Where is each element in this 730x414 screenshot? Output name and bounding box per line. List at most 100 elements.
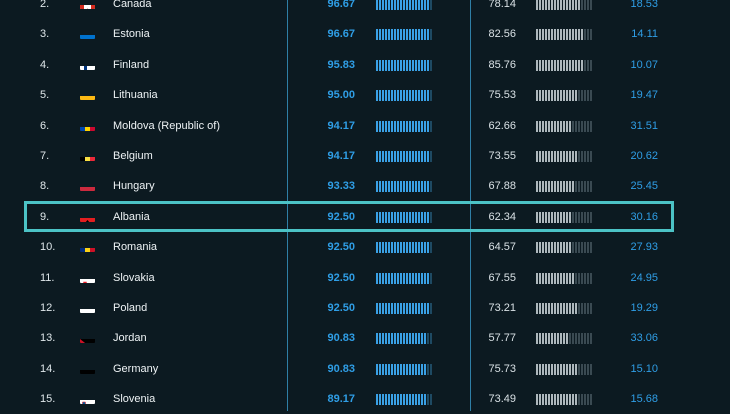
table-row[interactable]: 5. Lithuania 95.00 75.53 19.47 [0,80,730,110]
table-row[interactable]: 6. Moldova (Republic of) 94.17 62.66 31.51 [0,111,730,141]
bar-segment [397,90,399,102]
bar-segment [545,120,547,132]
germany-flag-icon [80,363,95,374]
bar-segment [542,181,544,193]
bar-segment [388,181,390,193]
bar-segment [545,394,547,406]
bar-segment [575,0,577,10]
bar-segment [376,59,378,71]
bar-segment [539,151,541,162]
bar-segment [376,120,378,132]
table-row[interactable]: 13. Jordan 90.83 57.77 33.06 [0,323,730,353]
table-row[interactable]: 8. Hungary 93.33 67.88 25.45 [0,171,730,201]
secondary-score-bar [536,394,592,406]
bar-segment [548,0,550,10]
bar-segment [563,394,565,406]
bar-segment [566,394,568,406]
bar-segment [409,59,411,71]
bar-segment [412,90,414,102]
table-row[interactable]: 7. Belgium 94.17 73.55 20.62 [0,141,730,171]
bar-segment [424,303,426,314]
bar-segment [424,242,426,254]
bar-segment [563,363,565,375]
bar-segment [536,333,538,345]
bar-segment [545,333,547,345]
bar-segment [424,151,426,162]
bar-segment [575,120,577,132]
bar-segment [406,211,408,223]
bar-segment [427,272,429,284]
bar-segment [557,394,559,406]
bar-segment [551,0,553,10]
score-bar [376,394,432,406]
gap-value: 15.68 [630,393,658,406]
bar-segment [403,59,405,71]
bar-segment [406,272,408,284]
belgium-flag-icon [80,150,95,161]
score-bar [376,303,432,314]
bar-segment [542,151,544,162]
table-row[interactable]: 12. Poland 92.50 73.21 19.29 [0,293,730,323]
bar-segment [581,394,583,406]
bar-segment [536,242,538,254]
bar-segment [563,272,565,284]
bar-segment [548,90,550,102]
bar-segment [427,59,429,71]
table-row[interactable]: 2. Canada 96.67 78.14 18.53 [0,0,730,19]
bar-segment [572,303,574,314]
gap-value: 31.51 [630,119,658,132]
bar-segment [590,242,592,254]
table-row[interactable]: 3. Estonia 96.67 82.56 14.11 [0,19,730,49]
bar-segment [388,272,390,284]
bar-segment [563,303,565,314]
bar-segment [424,59,426,71]
bar-segment [578,29,580,41]
bar-segment [542,211,544,223]
bar-segment [415,363,417,375]
table-row[interactable]: 14. Germany 90.83 75.73 15.10 [0,354,730,384]
rank-label: 8. [40,180,50,193]
bar-segment [427,363,429,375]
bar-segment [554,333,556,345]
score-value: 94.17 [327,119,355,132]
bar-segment [557,211,559,223]
bar-segment [424,333,426,345]
bar-segment [545,363,547,375]
bar-segment [563,59,565,71]
bar-segment [539,181,541,193]
bar-segment [403,272,405,284]
table-row[interactable]: 15. Slovenia 89.17 73.49 15.68 [0,384,730,414]
bar-segment [421,120,423,132]
bar-segment [545,242,547,254]
bar-segment [551,151,553,162]
bar-segment [584,151,586,162]
bar-segment [560,151,562,162]
bar-segment [563,90,565,102]
bar-segment [379,333,381,345]
bar-segment [391,29,393,41]
bar-segment [536,272,538,284]
bar-segment [406,181,408,193]
bar-segment [418,211,420,223]
table-row[interactable]: 4. Finland 95.83 85.76 10.07 [0,50,730,80]
bar-segment [536,394,538,406]
bar-segment [430,59,432,71]
bar-segment [542,333,544,345]
bar-segment [557,151,559,162]
bar-segment [388,211,390,223]
bar-segment [539,59,541,71]
bar-segment [412,59,414,71]
bar-segment [397,59,399,71]
table-row[interactable]: 11. Slovakia 92.50 67.55 24.95 [0,263,730,293]
bar-segment [542,242,544,254]
bar-segment [376,303,378,314]
bar-segment [415,0,417,10]
bar-segment [587,333,589,345]
table-row[interactable]: 9. Albania 92.50 62.34 30.16 [0,202,730,232]
country-name: Albania [113,210,150,223]
bar-segment [551,303,553,314]
score-value: 92.50 [327,302,355,314]
bar-segment [539,303,541,314]
table-row[interactable]: 10. Romania 92.50 64.57 27.93 [0,232,730,262]
estonia-flag-icon [80,28,95,40]
